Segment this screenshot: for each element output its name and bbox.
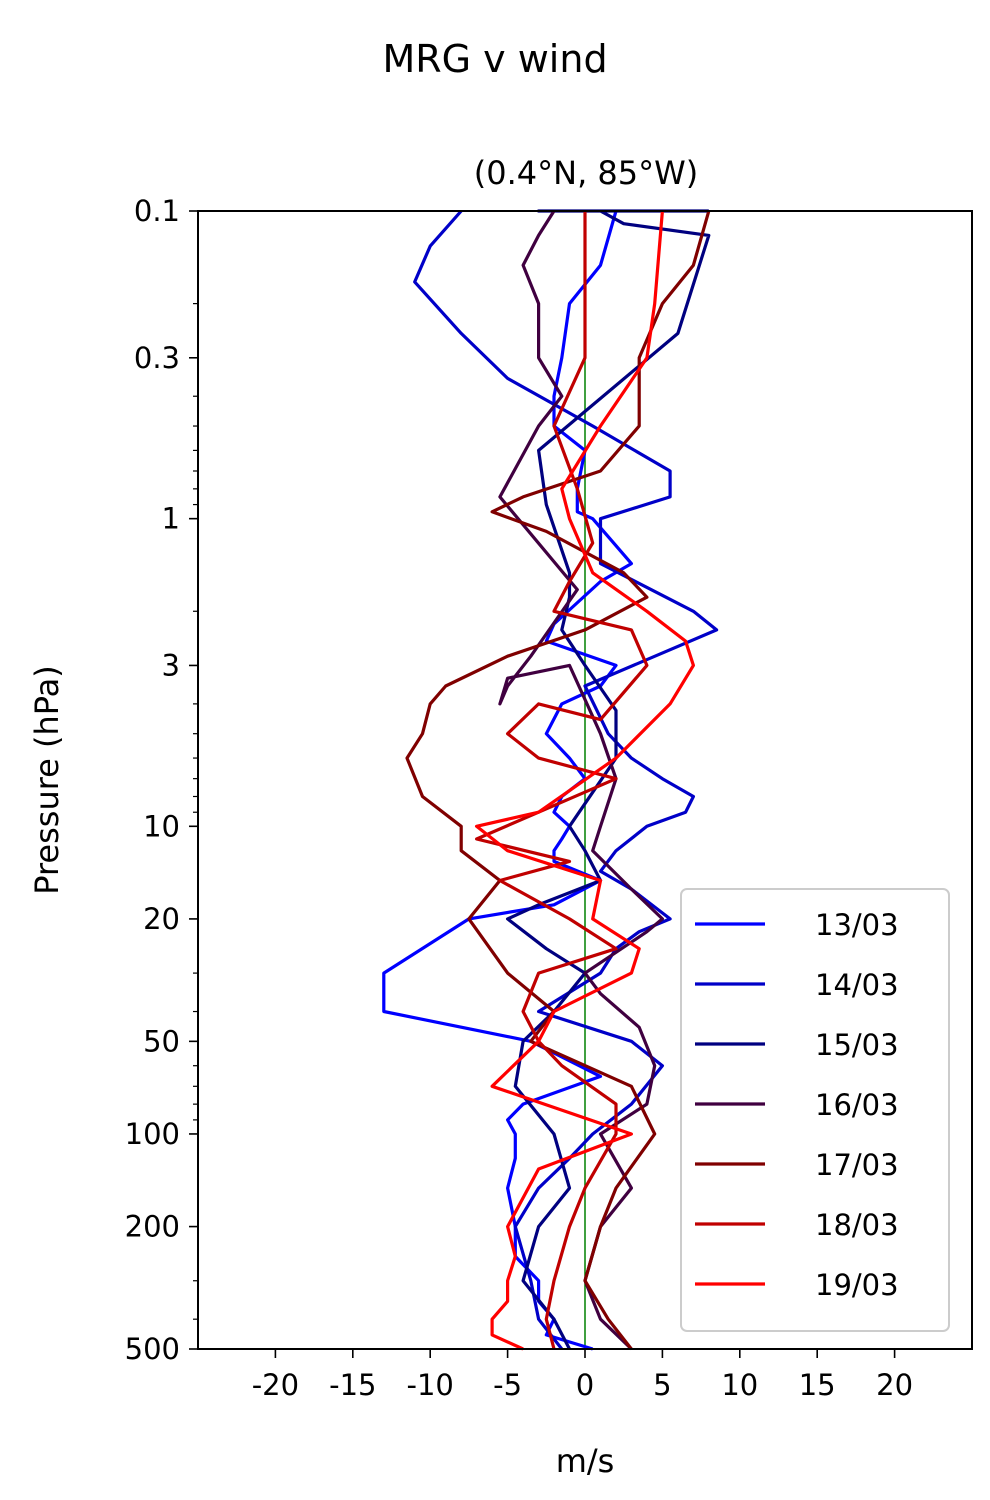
y-tick-label: 500 xyxy=(125,1332,180,1366)
x-tick-label: -10 xyxy=(407,1368,454,1402)
legend-label: 17/03 xyxy=(815,1148,899,1182)
x-tick-label: 5 xyxy=(653,1368,671,1402)
y-axis-label: Pressure (hPa) xyxy=(28,665,66,895)
legend-label: 13/03 xyxy=(815,908,899,942)
series-lines xyxy=(382,209,719,1351)
series-line-16-03 xyxy=(498,210,665,1351)
x-axis: -20 -15 -10 -5 0 5 10 15 20 xyxy=(252,1349,913,1402)
x-tick-label: 0 xyxy=(576,1368,594,1402)
y-tick-label: 1 xyxy=(162,502,180,536)
chart-subtitle: (0.4°N, 85°W) xyxy=(474,154,699,192)
legend-box xyxy=(680,888,950,1332)
y-tick-label: 100 xyxy=(125,1117,180,1151)
y-tick-label: 50 xyxy=(143,1024,180,1058)
x-tick-label: -5 xyxy=(493,1368,522,1402)
series-line-19-03 xyxy=(475,210,696,1351)
x-tick-label: 15 xyxy=(799,1368,836,1402)
chart-title: MRG v wind xyxy=(382,37,607,81)
y-tick-label: 0.1 xyxy=(134,194,180,228)
y-tick-label: 10 xyxy=(143,809,180,843)
series-line-17-03 xyxy=(405,210,711,1350)
y-tick-label: 200 xyxy=(125,1210,180,1244)
legend-label: 19/03 xyxy=(815,1268,899,1302)
x-tick-label: 20 xyxy=(876,1368,913,1402)
x-tick-label: -15 xyxy=(329,1368,376,1402)
y-tick-label: 0.3 xyxy=(134,341,180,375)
x-tick-label: 10 xyxy=(721,1368,758,1402)
series-line-18-03 xyxy=(475,211,649,1350)
y-axis: 0.1 0.3 1 3 10 20 50 100 200 500 xyxy=(125,194,198,1366)
y-tick-label: 3 xyxy=(162,648,180,682)
x-axis-label: m/s xyxy=(556,1442,615,1480)
series-line-14-03 xyxy=(413,209,719,1350)
legend-label: 15/03 xyxy=(815,1028,899,1062)
legend-label: 18/03 xyxy=(815,1208,899,1242)
legend-label: 16/03 xyxy=(815,1088,899,1122)
legend-label: 14/03 xyxy=(815,968,899,1002)
legend: 13/03 14/03 15/03 16/03 17/03 18/03 19/03 xyxy=(680,888,950,1332)
y-tick-label: 20 xyxy=(143,902,180,936)
x-tick-label: -20 xyxy=(252,1368,299,1402)
